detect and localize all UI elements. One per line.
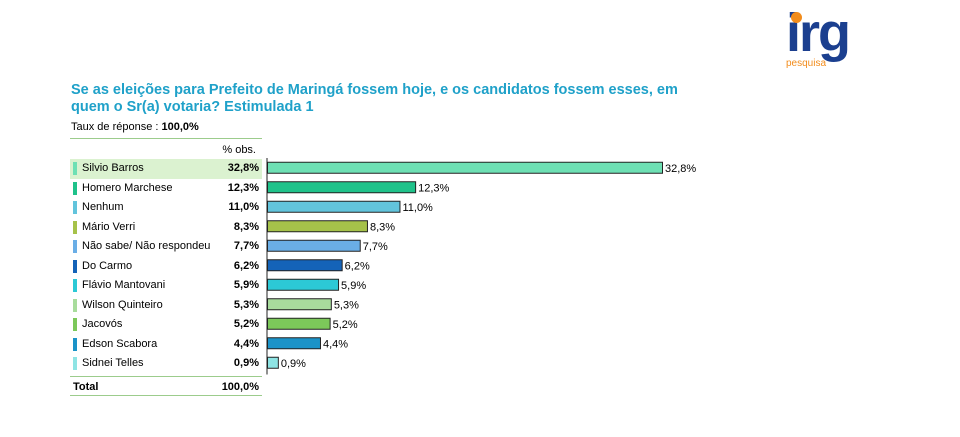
table-row: Mário Verri 8,3%: [70, 218, 262, 238]
row-color-swatch: [73, 298, 77, 312]
row-percent: 4,4%: [233, 337, 259, 350]
row-percent: 7,7%: [233, 240, 259, 252]
bar-value-label: 5,9%: [341, 280, 366, 292]
bar-value-label: 6,2%: [345, 260, 370, 272]
bar: [267, 278, 340, 291]
row-color-swatch: [73, 259, 77, 273]
bar-chart-svg: 32,8% 12,3% 11,0% 8,3% 7,7% 6,2% 5,9% 5,3% 5,2% 4…: [266, 158, 696, 375]
row-category: Silvio Barros: [82, 162, 144, 174]
row-color-swatch: [73, 318, 77, 331]
row-percent: 5,2%: [233, 318, 259, 330]
response-rate-value: 100,0%: [161, 121, 199, 133]
row-percent: 12,3%: [227, 181, 259, 194]
table-row: Jacovós 5,2%: [70, 315, 262, 335]
row-percent: 6,2%: [233, 259, 259, 272]
row-category: Jacovós: [82, 318, 123, 330]
bar-value-label: 32,8%: [665, 163, 696, 175]
table-row: Flávio Mantovani 5,9%: [70, 276, 262, 296]
irg-logo: irg pesquisa: [786, 6, 882, 69]
row-color-swatch: [73, 162, 77, 175]
results-table: % obs. Silvio Barros 32,8% Homero Marchese…: [70, 138, 262, 396]
row-color-swatch: [73, 337, 77, 351]
table-row: Sidnei Telles 0,9%: [70, 354, 262, 374]
bar: [267, 259, 343, 272]
table-row: Homero Marchese 12,3%: [70, 179, 262, 199]
bar-value-label: 11,0%: [402, 202, 433, 214]
bar: [267, 356, 279, 369]
bar: [267, 239, 361, 252]
row-percent: 8,3%: [233, 220, 259, 233]
table-row: Nenhum 11,0%: [70, 198, 262, 218]
bar-value-label: 0,9%: [281, 358, 306, 370]
row-color-swatch: [73, 357, 77, 370]
row-category: Do Carmo: [82, 259, 133, 272]
table-row: Silvio Barros 32,8%: [70, 159, 262, 179]
logo-subtitle: pesquisa: [786, 58, 827, 69]
total-label: Total: [73, 380, 99, 393]
row-color-swatch: [73, 279, 77, 292]
bar-value-label: 8,3%: [370, 221, 395, 233]
bar-chart: 32,8% 12,3% 11,0% 8,3% 7,7% 6,2% 5,9% 5,3% 5,2% 4…: [264, 158, 724, 396]
table-row: Não sabe/ Não respondeu 7,7%: [70, 237, 262, 257]
response-rate-label: Taux de réponse :: [71, 121, 162, 133]
chart-title: Se as eleições para Prefeito de Maringá …: [71, 82, 678, 115]
row-percent: 11,0%: [228, 201, 259, 213]
row-category: Mário Verri: [82, 220, 136, 233]
bar: [267, 317, 331, 330]
bar: [267, 220, 368, 233]
table-total-row: Total 100,0%: [70, 375, 262, 396]
row-color-swatch: [73, 201, 77, 214]
row-color-swatch: [73, 240, 77, 253]
table-top-rule: [70, 138, 262, 139]
bar-value-label: 5,3%: [334, 299, 359, 311]
logo-dot: [791, 12, 802, 23]
row-percent: 5,3%: [233, 298, 259, 311]
row-category: Edson Scabora: [82, 337, 158, 350]
row-category: Não sabe/ Não respondeu: [82, 240, 211, 252]
bar: [267, 200, 401, 213]
response-rate: Taux de réponse : 100,0%: [71, 121, 199, 133]
bar-value-label: 5,2%: [333, 319, 358, 331]
table-row: Edson Scabora 4,4%: [70, 335, 262, 355]
row-category: Nenhum: [82, 201, 124, 213]
bar-value-label: 4,4%: [323, 338, 348, 350]
column-header-pct: % obs.: [222, 144, 256, 156]
bar: [267, 161, 663, 174]
bar-value-label: 7,7%: [363, 241, 388, 253]
row-percent: 0,9%: [233, 357, 259, 369]
bar-value-label: 12,3%: [418, 182, 449, 194]
row-category: Flávio Mantovani: [82, 279, 166, 291]
row-percent: 32,8%: [227, 162, 259, 174]
table-row: Do Carmo 6,2%: [70, 257, 262, 277]
bar: [267, 181, 417, 194]
table-header: % obs.: [70, 139, 262, 159]
total-value: 100,0%: [221, 380, 259, 393]
row-color-swatch: [73, 220, 77, 234]
row-color-swatch: [73, 181, 77, 195]
table-rows: Silvio Barros 32,8% Homero Marchese 12,3% Ne…: [70, 159, 262, 374]
bar: [267, 298, 332, 311]
bar: [267, 337, 321, 350]
table-row: Wilson Quinteiro 5,3%: [70, 296, 262, 316]
row-percent: 5,9%: [233, 279, 259, 291]
row-category: Homero Marchese: [82, 181, 173, 194]
row-category: Wilson Quinteiro: [82, 298, 163, 311]
row-category: Sidnei Telles: [82, 357, 144, 369]
